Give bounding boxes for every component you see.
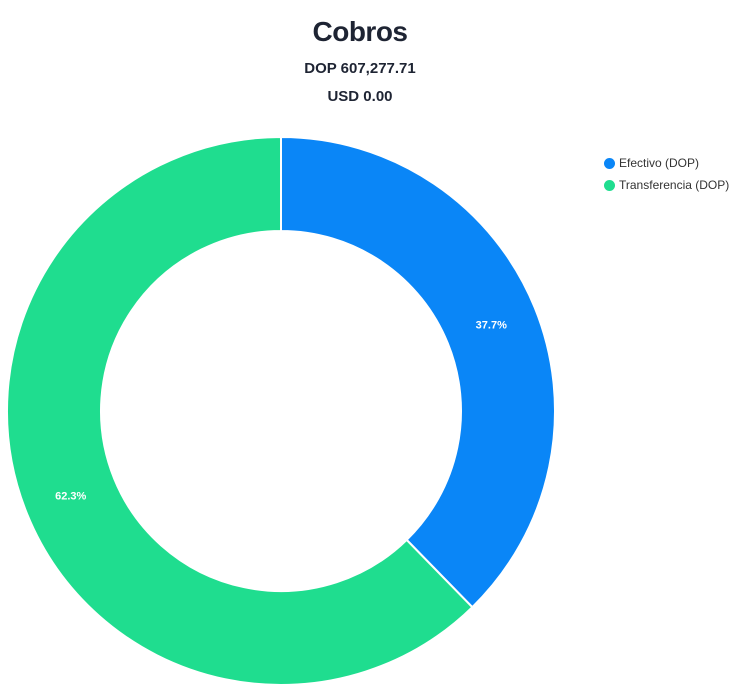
slice-efectivo[interactable] xyxy=(280,135,556,609)
donut-slices xyxy=(6,135,556,686)
chart-subtitle-usd: USD 0.00 xyxy=(327,88,393,105)
donut-labels: 37.7% 62.3% xyxy=(55,319,507,502)
chart-subtitle-dop: DOP 607,277.71 xyxy=(304,60,416,77)
legend-item-transferencia[interactable]: Transferencia (DOP) xyxy=(604,174,729,196)
chart-legend: Efectivo (DOP) Transferencia (DOP) xyxy=(604,152,729,196)
legend-label-efectivo: Efectivo (DOP) xyxy=(619,156,700,170)
legend-label-transferencia: Transferencia (DOP) xyxy=(619,178,730,192)
slice-label-transferencia: 62.3% xyxy=(55,490,86,502)
legend-item-efectivo[interactable]: Efectivo (DOP) xyxy=(604,152,729,174)
chart-title: Cobros xyxy=(312,16,409,47)
legend-swatch-transferencia xyxy=(604,179,615,191)
slice-transferencia[interactable] xyxy=(6,135,474,686)
slice-label-efectivo: 37.7% xyxy=(476,319,507,331)
legend-swatch-efectivo xyxy=(604,157,615,169)
